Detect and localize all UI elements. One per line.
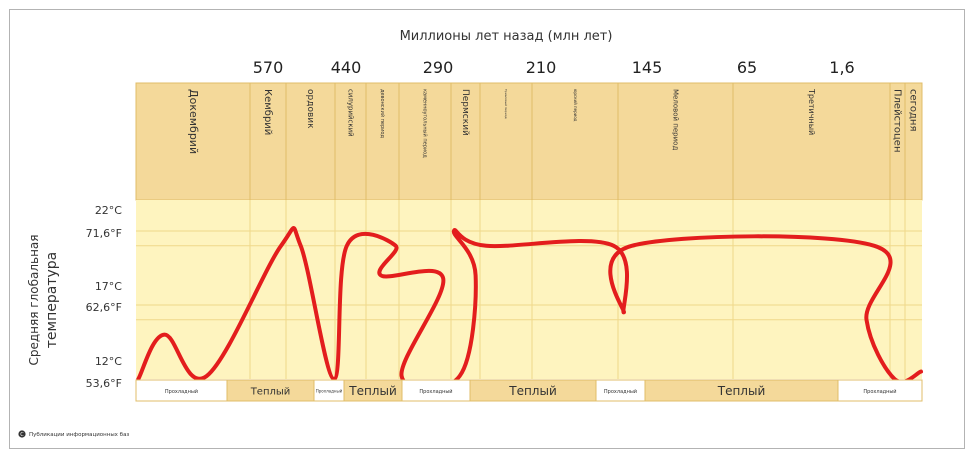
- time-label: 290: [423, 58, 454, 77]
- period-label: каменноугольный период: [422, 89, 429, 158]
- climate-label: Прохладный: [316, 389, 343, 394]
- climate-label: Прохладный: [165, 388, 198, 395]
- time-label: 1,6: [829, 58, 854, 77]
- y-axis: Средняя глобальная температура 22°C 71,6°…: [27, 204, 122, 390]
- y-tick-celsius: 17°C: [95, 280, 122, 293]
- period-label: ордовик: [305, 89, 315, 129]
- x-axis-title: Миллионы лет назад (млн лет): [400, 29, 613, 44]
- period-label: девонский период: [379, 89, 386, 138]
- climate-label: Прохладный: [863, 388, 896, 395]
- period-label: сегодня: [908, 89, 919, 132]
- time-label: 210: [526, 58, 557, 77]
- y-tick-celsius: 22°C: [95, 204, 122, 217]
- climate-label: Прохладный: [604, 388, 637, 395]
- period-label: Плейстоцен: [892, 89, 903, 153]
- time-labels: 570 440 290 210 145 65 1,6: [253, 58, 855, 77]
- cool-band: [837, 379, 923, 402]
- period-header: Докембрий Кембрий ордовик силурийский девонс…: [135, 82, 923, 201]
- climate-label: Теплый: [348, 384, 397, 398]
- y-tick-fahrenheit: 71,6°F: [86, 227, 122, 240]
- credit-text: Публикации информационных баз: [29, 432, 129, 438]
- y-tick-celsius: 12°C: [95, 355, 122, 368]
- period-label: силурийский: [347, 89, 355, 137]
- plot-background: [136, 200, 922, 379]
- plot-area: [136, 200, 923, 392]
- period-label: Триасовый период: [504, 88, 508, 119]
- climate-label: Теплый: [717, 384, 766, 398]
- y-axis-label-line2: температура: [44, 252, 60, 348]
- time-label: 145: [632, 58, 663, 77]
- credit: C Публикации информационных баз: [18, 430, 129, 438]
- period-label: Меловой период: [672, 89, 680, 150]
- period-label: Третичный: [807, 88, 816, 135]
- period-label: юрский период: [573, 89, 578, 122]
- time-label: 440: [331, 58, 362, 77]
- period-label: Докембрий: [187, 89, 200, 154]
- climate-label: Теплый: [508, 384, 557, 398]
- y-axis-label-line1: Средняя глобальная: [27, 234, 41, 365]
- time-label: 65: [737, 58, 757, 77]
- y-tick-fahrenheit: 62,6°F: [86, 301, 122, 314]
- copyright-icon-glyph: C: [20, 432, 24, 438]
- y-tick-fahrenheit: 53,6°F: [86, 377, 122, 390]
- period-label: Кембрий: [262, 89, 273, 135]
- time-label: 570: [253, 58, 284, 77]
- climate-label: Теплый: [250, 387, 291, 398]
- climate-bands: Прохладный Теплый Прохладный Теплый Прохладн…: [135, 379, 923, 402]
- climate-label: Прохладный: [419, 388, 452, 395]
- period-label: Пермский: [460, 89, 470, 136]
- header-background: [135, 82, 923, 201]
- copyright-icon: [18, 430, 26, 438]
